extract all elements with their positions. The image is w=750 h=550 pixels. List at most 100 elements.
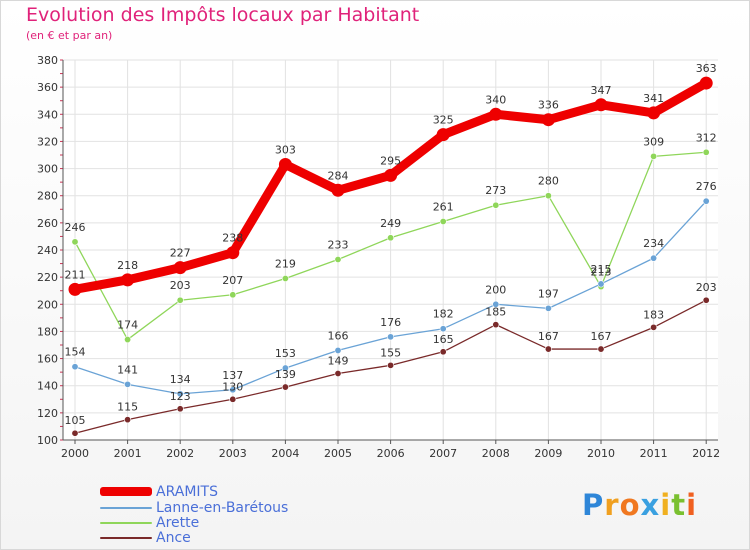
data-label: 261 <box>433 201 454 214</box>
legend-swatch-ance <box>100 536 152 539</box>
y-tick-label: 160 <box>37 353 58 366</box>
data-label: 340 <box>485 93 506 106</box>
data-point <box>124 336 132 344</box>
data-point <box>229 395 237 403</box>
data-point <box>436 128 450 142</box>
data-point <box>650 152 658 160</box>
legend-item-lanne: Lanne-en-Barétous <box>100 499 289 516</box>
data-label: 207 <box>222 274 243 287</box>
data-label: 341 <box>643 92 664 105</box>
data-label: 309 <box>643 135 664 148</box>
data-label: 234 <box>643 237 664 250</box>
data-label: 295 <box>380 154 401 167</box>
data-point <box>439 218 447 226</box>
chart-title: Evolution des Impôts locaux par Habitant <box>26 4 420 26</box>
data-label: 197 <box>538 287 559 300</box>
legend-swatch-aramits <box>100 487 152 496</box>
data-label: 166 <box>328 329 349 342</box>
data-label: 155 <box>380 346 401 359</box>
data-point <box>544 192 552 200</box>
legend-label-lanne: Lanne-en-Barétous <box>156 499 289 516</box>
x-tick-label: 2007 <box>429 447 457 460</box>
y-tick-label: 140 <box>37 380 58 393</box>
data-point <box>71 363 79 371</box>
data-point <box>650 254 658 262</box>
data-label: 149 <box>328 355 349 368</box>
y-tick-label: 360 <box>37 81 58 94</box>
data-point <box>387 234 395 242</box>
data-point <box>71 429 79 437</box>
data-label: 123 <box>170 390 191 403</box>
data-label: 273 <box>485 184 506 197</box>
data-label: 347 <box>591 84 612 97</box>
data-point <box>226 246 240 260</box>
data-point <box>281 364 289 372</box>
data-point <box>331 183 345 197</box>
y-tick-label: 260 <box>37 217 58 230</box>
data-point <box>702 197 710 205</box>
data-point <box>124 416 132 424</box>
data-point <box>229 386 237 394</box>
legend-item-ance: Ance <box>100 529 191 546</box>
data-label: 211 <box>65 268 86 281</box>
logo-letter: o <box>619 488 641 522</box>
gridlines <box>63 59 718 441</box>
data-label: 233 <box>328 239 349 252</box>
x-tick-label: 2006 <box>377 447 405 460</box>
data-point <box>492 321 500 329</box>
data-point <box>387 333 395 341</box>
data-point <box>173 261 187 275</box>
data-label: 249 <box>380 217 401 230</box>
data-label: 115 <box>117 401 138 414</box>
data-label: 183 <box>643 308 664 321</box>
x-tick-label: 2003 <box>219 447 247 460</box>
y-tick-label: 100 <box>37 434 58 447</box>
data-point <box>281 274 289 282</box>
data-point <box>229 291 237 299</box>
data-label: 312 <box>696 131 717 144</box>
data-label: 218 <box>117 259 138 272</box>
data-point <box>176 405 184 413</box>
data-label: 325 <box>433 114 454 127</box>
data-label: 167 <box>538 330 559 343</box>
logo-letter: i <box>660 488 672 522</box>
data-label: 167 <box>591 330 612 343</box>
legend-label-aramits: ARAMITS <box>156 483 218 500</box>
legend-swatch-arette <box>100 521 152 524</box>
legend-item-arette: Arette <box>100 515 199 531</box>
data-point <box>334 346 342 354</box>
y-tick-label: 180 <box>37 325 58 338</box>
data-labels: 211 218 227 238 303 284 295 325 340 336 347 341 363 1… <box>65 62 717 427</box>
y-tick-label: 380 <box>37 54 58 67</box>
legend-swatch-lanne <box>100 506 152 509</box>
data-label: 280 <box>538 175 559 188</box>
data-point <box>699 76 713 90</box>
data-point <box>650 323 658 331</box>
axes: 100 120 140 160 180 200 220 240 260 280 300 320 340 3… <box>37 54 720 460</box>
data-label: 105 <box>65 414 86 427</box>
data-label: 153 <box>275 347 296 360</box>
y-tick-label: 200 <box>37 298 58 311</box>
data-point <box>594 98 608 112</box>
data-point <box>702 148 710 156</box>
data-point <box>278 158 292 171</box>
data-label: 141 <box>117 363 138 376</box>
y-tick-label: 240 <box>37 244 58 257</box>
data-label: 336 <box>538 99 559 112</box>
data-label: 227 <box>170 247 191 260</box>
data-label: 363 <box>696 62 717 75</box>
data-point <box>597 280 605 288</box>
data-label: 185 <box>485 306 506 319</box>
data-point <box>647 106 661 120</box>
data-point <box>124 380 132 388</box>
y-tick-label: 280 <box>37 190 58 203</box>
data-point <box>176 390 184 398</box>
y-tick-label: 320 <box>37 135 58 148</box>
legend-label-ance: Ance <box>156 529 191 546</box>
data-label: 284 <box>328 169 349 182</box>
data-point <box>702 296 710 304</box>
x-tick-label: 2005 <box>324 447 352 460</box>
x-tick-label: 2010 <box>587 447 615 460</box>
data-label: 213 <box>591 266 612 279</box>
